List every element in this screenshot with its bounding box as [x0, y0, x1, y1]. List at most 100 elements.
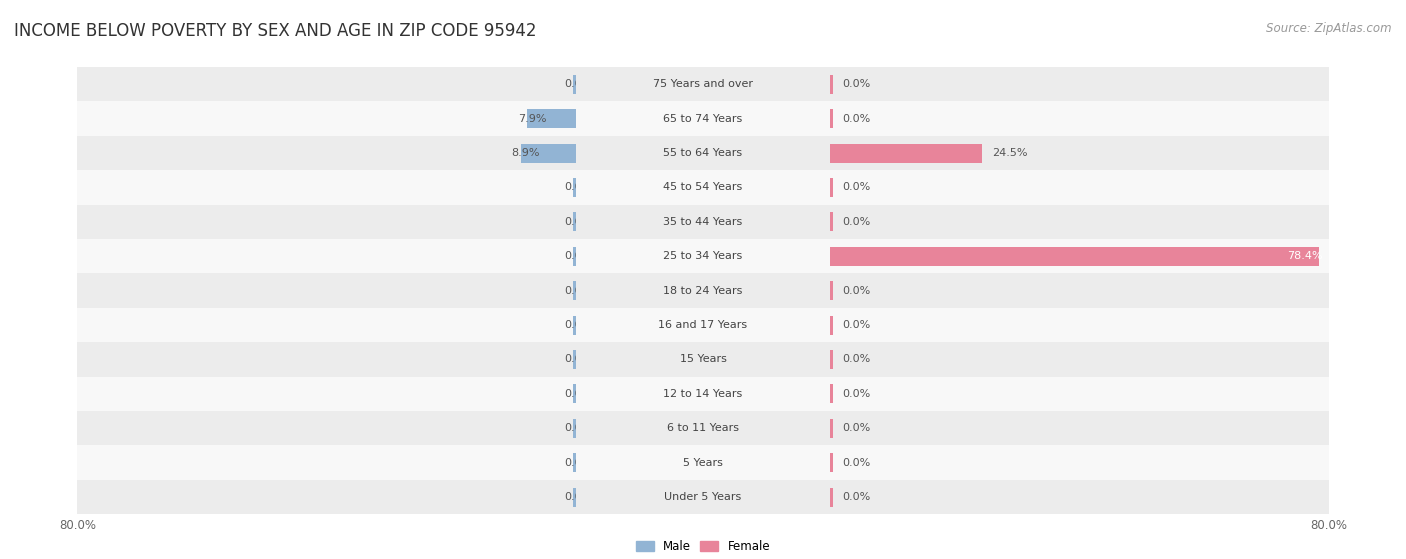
- Text: 0.0%: 0.0%: [842, 389, 870, 399]
- Text: 24.5%: 24.5%: [991, 148, 1028, 158]
- Bar: [0, 239, 1406, 273]
- Bar: [0, 136, 1406, 170]
- Bar: [830, 178, 832, 197]
- Bar: [0, 67, 1406, 102]
- Text: 5 Years: 5 Years: [683, 458, 723, 468]
- Bar: [0, 446, 1406, 480]
- Text: 0.0%: 0.0%: [564, 492, 592, 502]
- Bar: [0, 411, 1406, 446]
- Text: 0.0%: 0.0%: [842, 182, 870, 192]
- Bar: [0, 136, 1406, 170]
- Bar: [0, 205, 1406, 239]
- Bar: [0, 342, 1406, 377]
- Text: 0.0%: 0.0%: [842, 492, 870, 502]
- Bar: [574, 419, 576, 438]
- Text: 0.0%: 0.0%: [564, 252, 592, 261]
- Text: 78.4%: 78.4%: [1286, 252, 1323, 261]
- Bar: [830, 281, 832, 300]
- Bar: [830, 109, 832, 128]
- Bar: [0, 136, 1406, 170]
- Text: Source: ZipAtlas.com: Source: ZipAtlas.com: [1267, 22, 1392, 35]
- Bar: [0, 308, 1406, 342]
- Text: 18 to 24 Years: 18 to 24 Years: [664, 286, 742, 296]
- Text: INCOME BELOW POVERTY BY SEX AND AGE IN ZIP CODE 95942: INCOME BELOW POVERTY BY SEX AND AGE IN Z…: [14, 22, 537, 40]
- Bar: [0, 67, 1406, 102]
- Bar: [0, 480, 1406, 514]
- Bar: [0, 446, 1406, 480]
- Bar: [830, 453, 832, 472]
- Bar: [574, 212, 576, 231]
- Bar: [830, 419, 832, 438]
- Bar: [0, 102, 1406, 136]
- Bar: [574, 247, 576, 266]
- Bar: [830, 144, 983, 163]
- Text: 0.0%: 0.0%: [842, 79, 870, 89]
- Bar: [574, 350, 576, 369]
- Bar: [830, 316, 832, 334]
- Bar: [0, 377, 1406, 411]
- Text: 25 to 34 Years: 25 to 34 Years: [664, 252, 742, 261]
- Text: 0.0%: 0.0%: [842, 217, 870, 227]
- Bar: [0, 273, 1406, 308]
- Bar: [522, 144, 576, 163]
- Bar: [574, 178, 576, 197]
- Text: 55 to 64 Years: 55 to 64 Years: [664, 148, 742, 158]
- Bar: [830, 385, 832, 404]
- Bar: [0, 308, 1406, 342]
- Bar: [0, 239, 1406, 273]
- Text: 15 Years: 15 Years: [679, 354, 727, 364]
- Text: 0.0%: 0.0%: [842, 423, 870, 433]
- Bar: [0, 239, 1406, 273]
- Text: 0.0%: 0.0%: [564, 79, 592, 89]
- Bar: [0, 170, 1406, 205]
- Bar: [574, 281, 576, 300]
- Text: 0.0%: 0.0%: [842, 354, 870, 364]
- Bar: [0, 67, 1406, 102]
- Bar: [0, 205, 1406, 239]
- Bar: [0, 308, 1406, 342]
- Bar: [0, 342, 1406, 377]
- Text: 75 Years and over: 75 Years and over: [652, 79, 754, 89]
- Text: 0.0%: 0.0%: [564, 320, 592, 330]
- Bar: [0, 102, 1406, 136]
- Bar: [0, 446, 1406, 480]
- Text: 0.0%: 0.0%: [842, 320, 870, 330]
- Bar: [527, 109, 576, 128]
- Bar: [0, 411, 1406, 446]
- Text: 45 to 54 Years: 45 to 54 Years: [664, 182, 742, 192]
- Bar: [0, 377, 1406, 411]
- Text: 0.0%: 0.0%: [564, 423, 592, 433]
- Bar: [0, 273, 1406, 308]
- Text: 0.0%: 0.0%: [842, 286, 870, 296]
- Bar: [0, 377, 1406, 411]
- Bar: [574, 487, 576, 506]
- Text: 0.0%: 0.0%: [564, 354, 592, 364]
- Bar: [830, 212, 832, 231]
- Text: 16 and 17 Years: 16 and 17 Years: [658, 320, 748, 330]
- Text: 35 to 44 Years: 35 to 44 Years: [664, 217, 742, 227]
- Bar: [574, 385, 576, 404]
- Bar: [574, 316, 576, 334]
- Text: 0.0%: 0.0%: [564, 286, 592, 296]
- Text: 7.9%: 7.9%: [517, 113, 547, 124]
- Bar: [0, 170, 1406, 205]
- Text: 0.0%: 0.0%: [842, 113, 870, 124]
- Bar: [830, 75, 832, 94]
- Bar: [0, 342, 1406, 377]
- Bar: [0, 102, 1406, 136]
- Text: 65 to 74 Years: 65 to 74 Years: [664, 113, 742, 124]
- Legend: Male, Female: Male, Female: [636, 540, 770, 553]
- Bar: [0, 205, 1406, 239]
- Bar: [830, 350, 832, 369]
- Bar: [0, 273, 1406, 308]
- Bar: [574, 453, 576, 472]
- Bar: [0, 411, 1406, 446]
- Text: 0.0%: 0.0%: [842, 458, 870, 468]
- Text: 0.0%: 0.0%: [564, 389, 592, 399]
- Bar: [0, 170, 1406, 205]
- Bar: [0, 480, 1406, 514]
- Bar: [0, 480, 1406, 514]
- Text: 8.9%: 8.9%: [512, 148, 540, 158]
- Text: 6 to 11 Years: 6 to 11 Years: [666, 423, 740, 433]
- Bar: [574, 75, 576, 94]
